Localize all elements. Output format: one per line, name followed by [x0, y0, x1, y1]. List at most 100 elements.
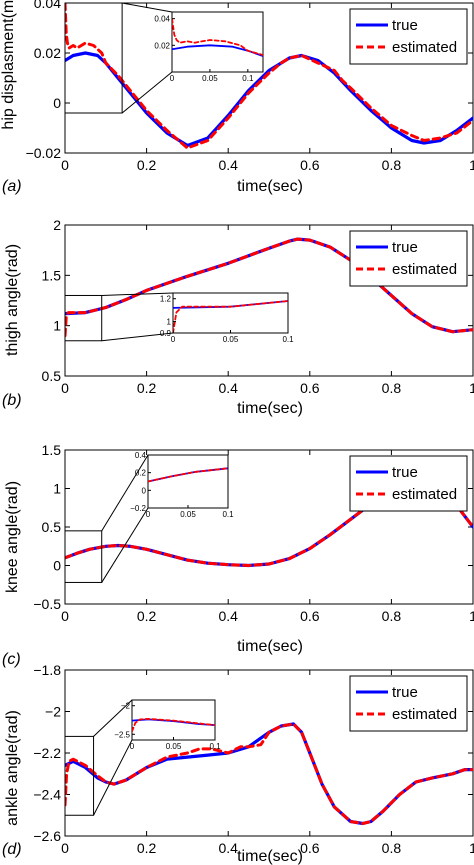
inset-y-tick-label: −0.2: [130, 504, 146, 513]
zoom-region-box: [64, 294, 103, 342]
y-tick-label: −2.4: [33, 787, 61, 803]
x-axis-label: time(sec): [237, 178, 303, 195]
zoom-connector: [101, 454, 149, 532]
inset-y-tick-label: −2: [121, 702, 131, 711]
y-tick-label: −2.2: [33, 745, 61, 761]
x-tick-label: 0.4: [218, 608, 238, 624]
zoom-connector: [93, 699, 133, 737]
x-tick-label: 0.4: [218, 157, 238, 173]
y-tick-label: 1: [53, 481, 61, 497]
x-axis-label: time(sec): [237, 400, 303, 417]
panel-label: (b): [2, 392, 22, 409]
x-tick-label: 0: [61, 840, 69, 856]
zoom-region-box: [64, 530, 103, 583]
inset-y-tick-label: 0.02: [154, 41, 170, 50]
x-tick-label: 1: [469, 840, 474, 856]
y-tick-label: 0: [53, 95, 61, 111]
inset-y-tick-label: 0: [142, 486, 147, 495]
zoom-region-box: [64, 2, 123, 114]
y-tick-label: 0.5: [42, 519, 62, 535]
y-tick-label: 0.5: [42, 368, 62, 384]
inset-x-tick-label: 0.1: [242, 74, 254, 83]
x-tick-label: 0.4: [218, 380, 238, 396]
zoom-connector: [122, 2, 173, 13]
inset-y-tick-label: 0.4: [135, 451, 147, 460]
inset-series-line-true: [172, 44, 263, 57]
inset-y-tick-label: −2.5: [114, 730, 130, 739]
inset-series-line-estimated: [173, 300, 288, 333]
series-line-estimated: [65, 237, 473, 338]
zoom-connector: [101, 507, 149, 583]
inset-plot-area: [172, 292, 289, 334]
inset-y-tick-label: 1.2: [160, 295, 172, 304]
x-tick-label: 0.8: [382, 840, 402, 856]
zoom-region-box: [64, 735, 95, 816]
legend-label-true: true: [392, 464, 418, 481]
inset-y-tick-label: 0.9: [160, 329, 172, 338]
zoom-connector: [101, 332, 174, 342]
inset-series-line-estimated: [172, 17, 263, 57]
legend-label-estimated: estimated: [392, 261, 457, 278]
x-axis-label: time(sec): [237, 638, 303, 655]
y-axis-label: thigh angle(rad): [4, 244, 21, 356]
panel-d: ankle angle(rad) time(sec) (d) 0 0.2 0.4 0.…: [2, 662, 474, 865]
legend-label-estimated: estimated: [392, 706, 457, 723]
inset-x-tick-label: 0.05: [223, 335, 239, 344]
legend-label-true: true: [392, 17, 418, 34]
legend-label-true: true: [392, 684, 418, 701]
x-tick-label: 0.6: [300, 840, 320, 856]
zoom-connector: [101, 292, 174, 296]
zoom-connector: [121, 71, 173, 114]
y-tick-label: −2.6: [33, 828, 61, 844]
legend-box: [349, 455, 468, 512]
legend-label-estimated: estimated: [392, 486, 457, 503]
inset-y-tick-label: 0.2: [135, 469, 147, 478]
x-tick-label: 0.8: [382, 608, 402, 624]
legend-label-estimated: estimated: [392, 39, 457, 56]
panel-label: (c): [2, 651, 21, 668]
y-tick-label: 1: [53, 318, 61, 334]
x-tick-label: 0.8: [382, 380, 402, 396]
x-tick-label: 0.2: [137, 157, 157, 173]
inset-plot-area: [147, 454, 229, 509]
y-tick-label: 0: [53, 558, 61, 574]
x-tick-label: 0.6: [300, 380, 320, 396]
inset-x-tick-label: 0.1: [282, 335, 294, 344]
legend-label-true: true: [392, 239, 418, 256]
legend-box: [349, 230, 468, 287]
panel-c: knee angle(rad) time(sec) (c) 0 0.2 0.4 0.6…: [2, 442, 474, 668]
legend-box: [349, 675, 468, 732]
x-tick-label: 0.2: [137, 608, 157, 624]
panel-label: (d): [2, 841, 22, 858]
x-tick-label: 0.8: [382, 157, 402, 173]
y-axis-label: hip displasment(m): [0, 0, 17, 130]
y-tick-label: 0.02: [34, 45, 61, 61]
x-tick-label: 0.4: [218, 840, 238, 856]
y-axis-label: knee angle(rad): [4, 481, 21, 593]
x-tick-label: 0.2: [137, 380, 157, 396]
inset-x-tick-label: 0: [146, 510, 151, 519]
panel-a: hip displasment(m) time(sec) (a) 0 0.2 0.4…: [0, 0, 474, 195]
x-tick-label: 1: [469, 157, 474, 173]
x-tick-label: 0: [61, 380, 69, 396]
x-tick-label: 1: [469, 380, 474, 396]
inset-x-tick-label: 0: [170, 74, 175, 83]
x-axis-label: time(sec): [237, 848, 303, 865]
y-tick-label: 1.5: [42, 267, 62, 283]
y-tick-label: −0.02: [26, 145, 62, 161]
y-tick-label: −0.5: [33, 596, 61, 612]
x-tick-label: 0.6: [300, 157, 320, 173]
inset-x-tick-label: 0.05: [202, 74, 218, 83]
y-tick-label: −2: [45, 704, 61, 720]
inset-y-tick-label: 0.04: [154, 15, 170, 24]
y-tick-label: 1.5: [42, 442, 62, 458]
inset-x-tick-label: 0: [130, 742, 135, 751]
inset-x-tick-label: 0.1: [222, 510, 234, 519]
x-tick-label: 0.6: [300, 608, 320, 624]
y-tick-label: 2: [53, 217, 61, 233]
inset-series-line-estimated: [132, 718, 215, 733]
inset-x-tick-label: 0.05: [180, 510, 196, 519]
y-tick-label: −1.8: [33, 662, 61, 678]
x-tick-label: 0: [61, 608, 69, 624]
